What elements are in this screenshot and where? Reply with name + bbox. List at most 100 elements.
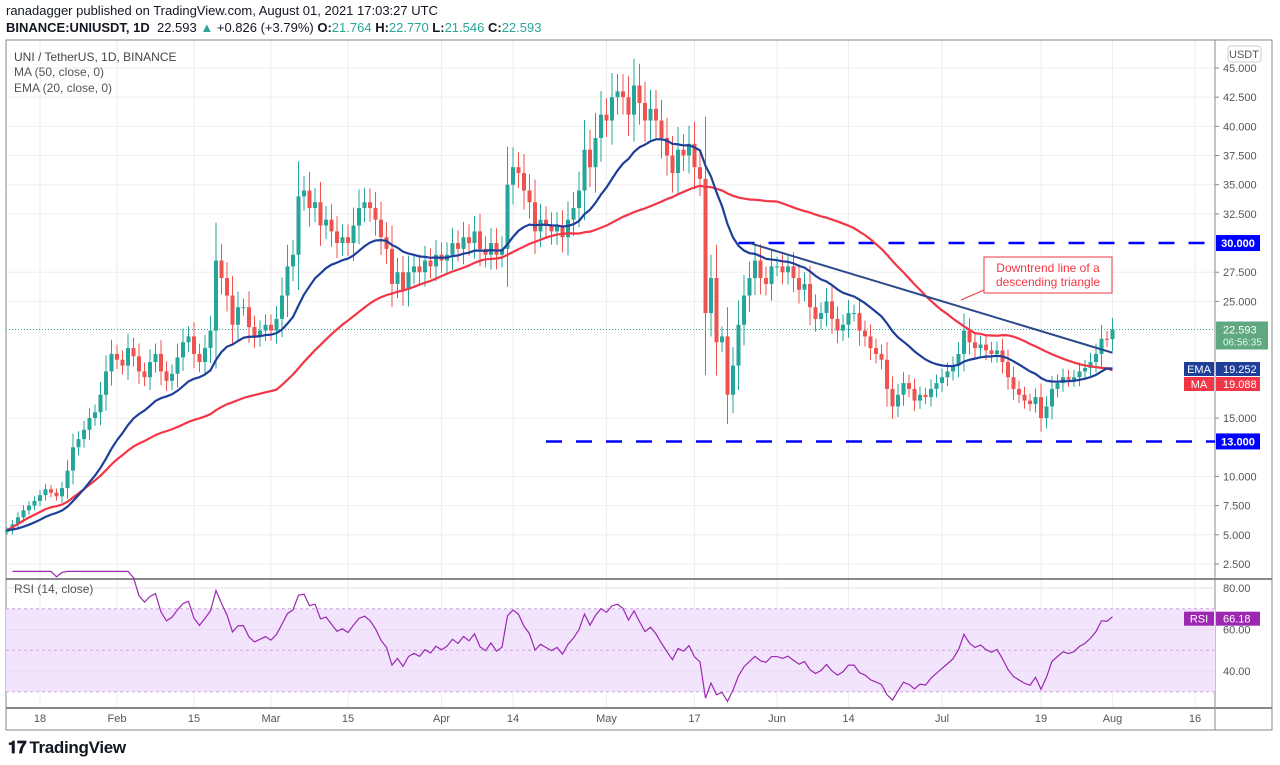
time-tick-label: 15 (342, 713, 354, 725)
candle-body (126, 348, 130, 366)
candle-body (835, 318, 840, 331)
candle-body (159, 353, 163, 372)
annotation-box (983, 256, 1113, 294)
candle-body (736, 324, 741, 366)
candle-body (852, 313, 856, 315)
candle-body (527, 190, 532, 203)
annotation-text-2: descending triangle (996, 275, 1100, 289)
candle-body (203, 348, 207, 363)
candle-body (346, 237, 350, 244)
candle-body (632, 85, 636, 115)
annotation: Downtrend line of a descending triangle (960, 256, 1113, 301)
time-tick-label: Jun (768, 713, 786, 725)
candle-body (274, 318, 279, 331)
candle-body (962, 330, 966, 354)
candle-body (995, 350, 999, 354)
currency-label: USDT (1229, 49, 1259, 61)
price-tick-label: 15.000 (1223, 413, 1257, 425)
ema-name-label: EMA (1187, 364, 1212, 376)
candle-body (687, 143, 691, 156)
time-tick-label: 15 (188, 713, 200, 725)
candle-body (786, 266, 790, 273)
rsi-tick-label: 40.00 (1223, 666, 1251, 678)
candle-body (676, 149, 680, 174)
price-tick-label: 45.000 (1223, 63, 1257, 75)
rsi-pane: 80.00 60.00 40.00 (6, 570, 1251, 703)
ma-value-label: 19.088 (1223, 379, 1257, 391)
candle-body (82, 429, 86, 440)
candle-body (186, 336, 191, 343)
legend-ema[interactable]: EMA (20, close, 0) (14, 81, 112, 95)
levels: 30.000 13.000 (6, 235, 1260, 450)
candle-body (60, 488, 64, 497)
high-value: 22.770 (388, 20, 429, 35)
candle-body (1033, 397, 1038, 405)
candle-body (318, 202, 323, 226)
candle-body (1055, 383, 1060, 389)
candle-body (566, 219, 570, 238)
brand-name: TradingView (29, 738, 126, 757)
candle-body (896, 394, 900, 407)
candle-body (208, 330, 213, 349)
legend-title: UNI / TetherUS, 1D, BINANCE (14, 50, 177, 64)
price-tick-label: 35.000 (1223, 180, 1257, 192)
candle-body (940, 377, 944, 384)
candle-body (978, 344, 983, 349)
candle-body (219, 260, 224, 279)
candle-body (1072, 377, 1076, 380)
candle-body (637, 85, 642, 104)
rsi-name-tag (1184, 611, 1214, 626)
candle-body (830, 301, 834, 319)
symbol-info: BINANCE:UNIUSDT, 1D 22.593 ▲ +0.826 (+3.… (6, 20, 541, 35)
candle-body (901, 383, 906, 395)
candle-body (973, 342, 977, 349)
time-tick-label: Jul (935, 713, 949, 725)
candle-body (43, 489, 48, 496)
candle-body (236, 307, 240, 325)
candle-body (307, 190, 312, 209)
close-value: 22.593 (501, 20, 542, 35)
candle-body (868, 336, 873, 349)
candle-body (725, 336, 730, 395)
annotation-text-1: Downtrend line of a (996, 261, 1100, 275)
candle-body (764, 278, 768, 284)
legend-ma[interactable]: MA (50, close, 0) (14, 65, 104, 79)
tradingview-logo[interactable]: 𝟏𝟕 TradingView (8, 738, 126, 758)
candle-body (505, 184, 510, 249)
candle-body (681, 149, 686, 156)
axes: 45.000 42.500 40.000 37.500 35.000 32.500 27.5… (34, 63, 1268, 725)
candle-body (175, 357, 180, 374)
candle-body (153, 353, 158, 363)
candle-body (533, 202, 537, 232)
price-tick-label: 10.000 (1223, 471, 1257, 483)
currency-badge (1227, 45, 1262, 63)
candle-body (335, 231, 339, 244)
candle-body (71, 447, 75, 471)
time-tick-label: Aug (1103, 713, 1123, 725)
candle-body (384, 237, 389, 249)
candle-body (115, 353, 119, 360)
candle-body (747, 278, 752, 296)
candle-body (989, 350, 994, 354)
candle-body (593, 138, 598, 168)
candle-body (16, 517, 20, 525)
candle-body (846, 313, 851, 325)
candle-body (181, 342, 185, 358)
candle-body (373, 208, 378, 220)
candle-body (401, 272, 405, 290)
candle-body (1110, 329, 1115, 340)
downtrend-line (749, 242, 1113, 354)
last-price-label: 22.593 (1223, 324, 1257, 336)
candle-body (885, 359, 889, 389)
candle-body (670, 155, 675, 174)
time-tick-label: 16 (1189, 713, 1201, 725)
candle-body (104, 371, 108, 395)
candle-body (225, 278, 229, 296)
legend-rsi[interactable]: RSI (14, close) (14, 582, 93, 596)
candle-body (890, 388, 895, 407)
candle-body (615, 91, 620, 98)
candle-body (379, 219, 383, 238)
up-triangle-icon: ▲ (200, 20, 214, 35)
candle-body (857, 313, 862, 331)
